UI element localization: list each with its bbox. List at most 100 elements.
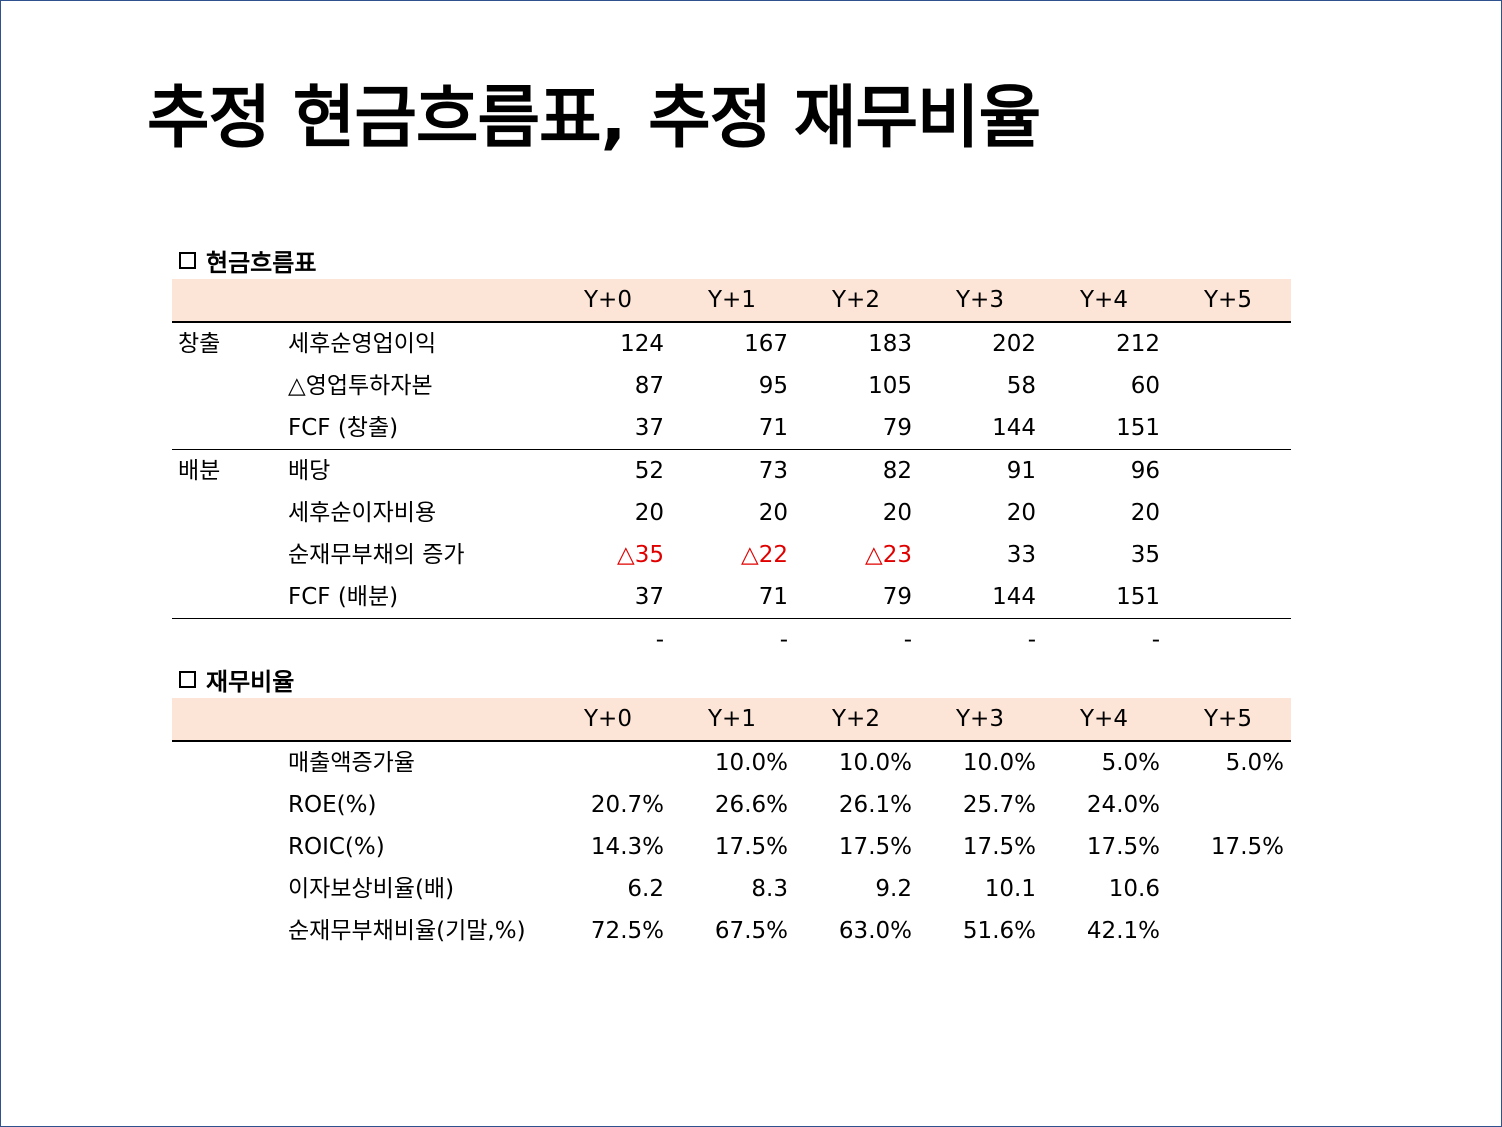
table-cell: 20 (882, 500, 912, 526)
table-cell: 25.7% (962, 792, 1036, 818)
table-cell (1164, 365, 1284, 407)
table-cell: 105 (868, 373, 912, 399)
table-cell: - (1027, 627, 1036, 653)
table-row: FCF (창출) 37 71 79 144 151 (172, 407, 1291, 450)
row-label: FCF (창출) (288, 415, 399, 441)
table-cell: 202 (992, 331, 1036, 357)
row-label: 세후순이자비용 (288, 500, 437, 526)
table-cell: 151 (1116, 415, 1160, 441)
table-row: ROE(%) 20.7% 26.6% 26.1% 25.7% 24.0% (172, 784, 1291, 826)
table-cell: 37 (634, 584, 664, 610)
table-cell (1164, 534, 1284, 576)
table-cell: 17.5% (714, 834, 788, 860)
table-cell: 91 (1006, 458, 1036, 484)
table-cell: 82 (882, 458, 912, 484)
row-label: ROE(%) (288, 792, 377, 818)
table-row: 순재무부채비율(기말,%) 72.5% 67.5% 63.0% 51.6% 42.1% (172, 910, 1291, 952)
table-cell: 71 (758, 584, 788, 610)
table-cell: 42.1% (1086, 918, 1160, 944)
row-label: 매출액증가율 (288, 750, 415, 776)
table-cell: 144 (992, 415, 1036, 441)
column-header: Y+2 (832, 287, 880, 313)
table-row: 세후순이자비용 20 20 20 20 20 (172, 492, 1291, 534)
table-cell: 95 (758, 373, 788, 399)
table-cell: 24.0% (1086, 792, 1160, 818)
square-icon (179, 671, 196, 688)
table-cell: 144 (992, 584, 1036, 610)
table-cell: 33 (1006, 542, 1036, 568)
table-cell (1164, 619, 1284, 661)
table-cell: 20.7% (590, 792, 664, 818)
table-cell: △35 (617, 542, 664, 568)
table-cell: - (1151, 627, 1160, 653)
column-header: Y+2 (832, 706, 880, 732)
table-cell: 212 (1116, 331, 1160, 357)
table-cell: 51.6% (962, 918, 1036, 944)
table-cell: 63.0% (838, 918, 912, 944)
table-cell: - (655, 627, 664, 653)
table-cell: 96 (1130, 458, 1160, 484)
table-row: FCF (배분) 37 71 79 144 151 (172, 576, 1291, 619)
table-row: 배분 배당 52 73 82 91 96 (172, 450, 1291, 492)
table-cell: 9.2 (875, 876, 912, 902)
ratios-header-row: Y+0 Y+1 Y+2 Y+3 Y+4 Y+5 (172, 698, 1291, 742)
row-label: ROIC(%) (288, 834, 385, 860)
table-cell: 20 (1006, 500, 1036, 526)
row-label: 세후순영업이익 (288, 331, 437, 357)
table-cell (1164, 784, 1284, 826)
table-cell: 10.0% (962, 750, 1036, 776)
table-cell: 20 (1130, 500, 1160, 526)
table-cell: 8.3 (751, 876, 788, 902)
table-cell: 71 (758, 415, 788, 441)
ratios-section-heading: 재무비율 (179, 662, 294, 697)
table-row: ----- (172, 619, 1291, 661)
table-cell: △23 (865, 542, 912, 568)
table-cell: 58 (1006, 373, 1036, 399)
row-group-label: 창출 (178, 331, 221, 357)
table-cell: 60 (1130, 373, 1160, 399)
row-label: FCF (배분) (288, 584, 399, 610)
row-label: 순재무부채의 증가 (288, 542, 465, 568)
row-group-label: 배분 (178, 458, 221, 484)
column-header: Y+3 (956, 287, 1004, 313)
table-cell (1164, 492, 1284, 534)
table-cell (544, 742, 664, 784)
table-cell: 35 (1130, 542, 1160, 568)
table-cell (1164, 910, 1284, 952)
column-header: Y+0 (584, 287, 632, 313)
table-cell: 17.5% (1086, 834, 1160, 860)
table-cell: 183 (868, 331, 912, 357)
table-cell: 67.5% (714, 918, 788, 944)
table-cell: 10.0% (838, 750, 912, 776)
table-row: 순재무부채의 증가 △35 △22 △23 33 35 (172, 534, 1291, 576)
table-cell: 79 (882, 415, 912, 441)
table-cell: 26.1% (838, 792, 912, 818)
column-header: Y+5 (1204, 287, 1252, 313)
table-cell: 37 (634, 415, 664, 441)
table-cell: 10.0% (714, 750, 788, 776)
table-cell (1164, 868, 1284, 910)
row-label: 순재무부채비율(기말,%) (288, 918, 526, 944)
table-row: 매출액증가율 10.0% 10.0% 10.0% 5.0% 5.0% (172, 742, 1291, 784)
row-label: 이자보상비율(배) (288, 876, 455, 902)
table-cell: 73 (758, 458, 788, 484)
table-cell: 6.2 (627, 876, 664, 902)
table-cell: 5.0% (1101, 750, 1160, 776)
table-cell: 124 (620, 331, 664, 357)
table-cell: - (903, 627, 912, 653)
table-cell: 79 (882, 584, 912, 610)
table-cell: 72.5% (590, 918, 664, 944)
table-cell (1164, 323, 1284, 365)
column-header: Y+4 (1080, 287, 1128, 313)
cashflow-header-row: Y+0 Y+1 Y+2 Y+3 Y+4 Y+5 (172, 279, 1291, 323)
table-cell: 5.0% (1225, 750, 1284, 776)
ratios-table: Y+0 Y+1 Y+2 Y+3 Y+4 Y+5 매출액증가율 10.0% 10.0%… (172, 698, 1291, 952)
table-row: 이자보상비율(배) 6.2 8.3 9.2 10.1 10.6 (172, 868, 1291, 910)
row-label (288, 619, 546, 661)
table-row: ROIC(%) 14.3% 17.5% 17.5% 17.5% 17.5% 17.5% (172, 826, 1291, 868)
table-cell: 20 (634, 500, 664, 526)
column-header: Y+0 (584, 706, 632, 732)
ratios-body: 매출액증가율 10.0% 10.0% 10.0% 5.0% 5.0% ROE(%) 20.7%… (172, 742, 1291, 952)
column-header: Y+5 (1204, 706, 1252, 732)
ratios-section-title: 재무비율 (206, 668, 295, 696)
